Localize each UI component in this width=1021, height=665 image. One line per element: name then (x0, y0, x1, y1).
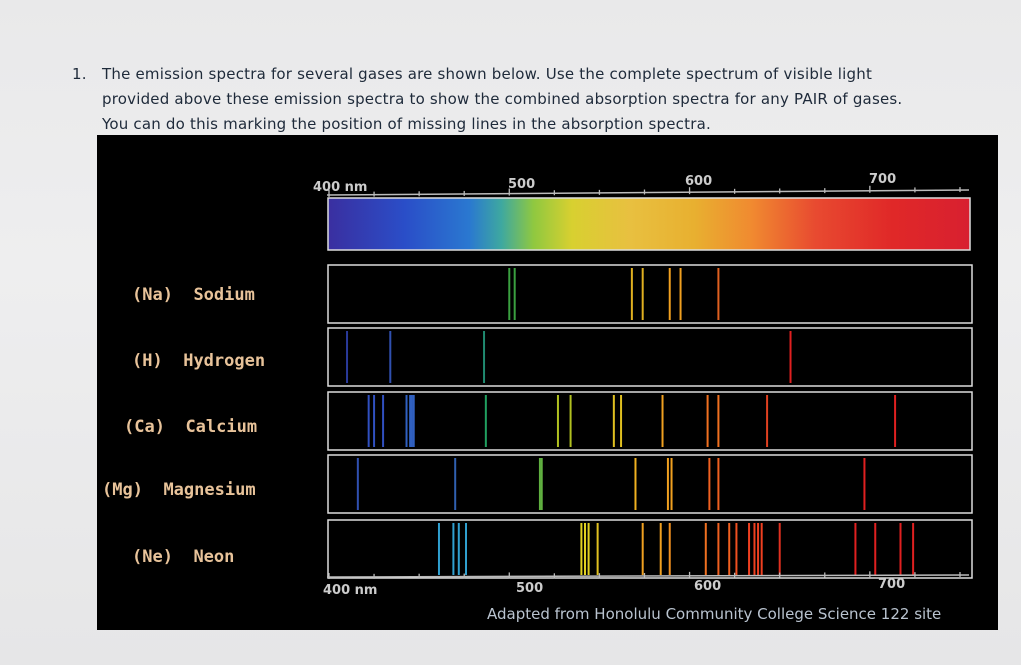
spectrum-frame (327, 264, 973, 324)
element-label-sodium: (Na) Sodium (132, 285, 255, 305)
top-axis-label-400: 400 nm (313, 180, 367, 195)
label-spacer (165, 417, 185, 437)
spectrum-frame (327, 391, 973, 451)
bottom-axis-label-700: 700 (878, 577, 905, 592)
question-number: 1. (72, 65, 87, 83)
top-axis-label-600: 600 (685, 174, 712, 189)
element-name: Neon (193, 547, 235, 567)
element-label-neon: (Ne) Neon (132, 547, 234, 567)
spectrum-row-neon (327, 519, 973, 579)
spectrum-frame (327, 519, 973, 579)
element-symbol: (Na) (132, 285, 173, 305)
element-symbol: (Mg) (102, 480, 143, 500)
element-symbol: (H) (132, 351, 163, 371)
label-spacer (163, 351, 183, 371)
label-spacer (173, 547, 193, 567)
spectrum-frame (327, 454, 973, 514)
element-label-calcium: (Ca) Calcium (124, 417, 257, 437)
spectra-figure: 400 nm 500 600 700 400 nm 500 600 700 (N… (97, 135, 998, 630)
spectrum-row-sodium (327, 264, 973, 324)
element-name: Magnesium (163, 480, 256, 500)
element-name: Sodium (193, 285, 255, 305)
visible-spectrum-bar (327, 197, 971, 251)
bottom-axis-label-600: 600 (694, 579, 721, 594)
element-label-hydrogen: (H) Hydrogen (132, 351, 265, 371)
top-axis-label-700: 700 (869, 172, 896, 187)
top-wavelength-axis (326, 185, 970, 197)
bottom-axis-label-500: 500 (516, 581, 543, 596)
spectra-graphic: 400 nm 500 600 700 400 nm 500 600 700 (313, 172, 973, 598)
bottom-wavelength-axis (326, 574, 970, 578)
element-label-magnesium: (Mg) Magnesium (102, 480, 256, 500)
question-line-1: The emission spectra for several gases a… (102, 65, 873, 83)
element-name: Hydrogen (183, 351, 266, 371)
label-spacer (143, 480, 163, 500)
question-text: 1. The emission spectra for several gase… (72, 62, 952, 137)
question-line-3: You can do this marking the position of … (102, 115, 711, 133)
figure-credit: Adapted from Honolulu Community College … (487, 605, 942, 623)
element-symbol: (Ne) (132, 547, 173, 567)
element-name: Calcium (185, 417, 258, 437)
bottom-axis-label-400: 400 nm (323, 583, 377, 598)
spectrum-row-calcium (327, 391, 973, 451)
top-axis-label-500: 500 (508, 177, 535, 192)
spectrum-row-hydrogen (327, 327, 973, 387)
spectrum-row-magnesium (327, 454, 973, 514)
label-spacer (173, 285, 193, 305)
element-symbol: (Ca) (124, 417, 165, 437)
question-line-2: provided above these emission spectra to… (102, 90, 903, 108)
spectrum-frame (327, 327, 973, 387)
